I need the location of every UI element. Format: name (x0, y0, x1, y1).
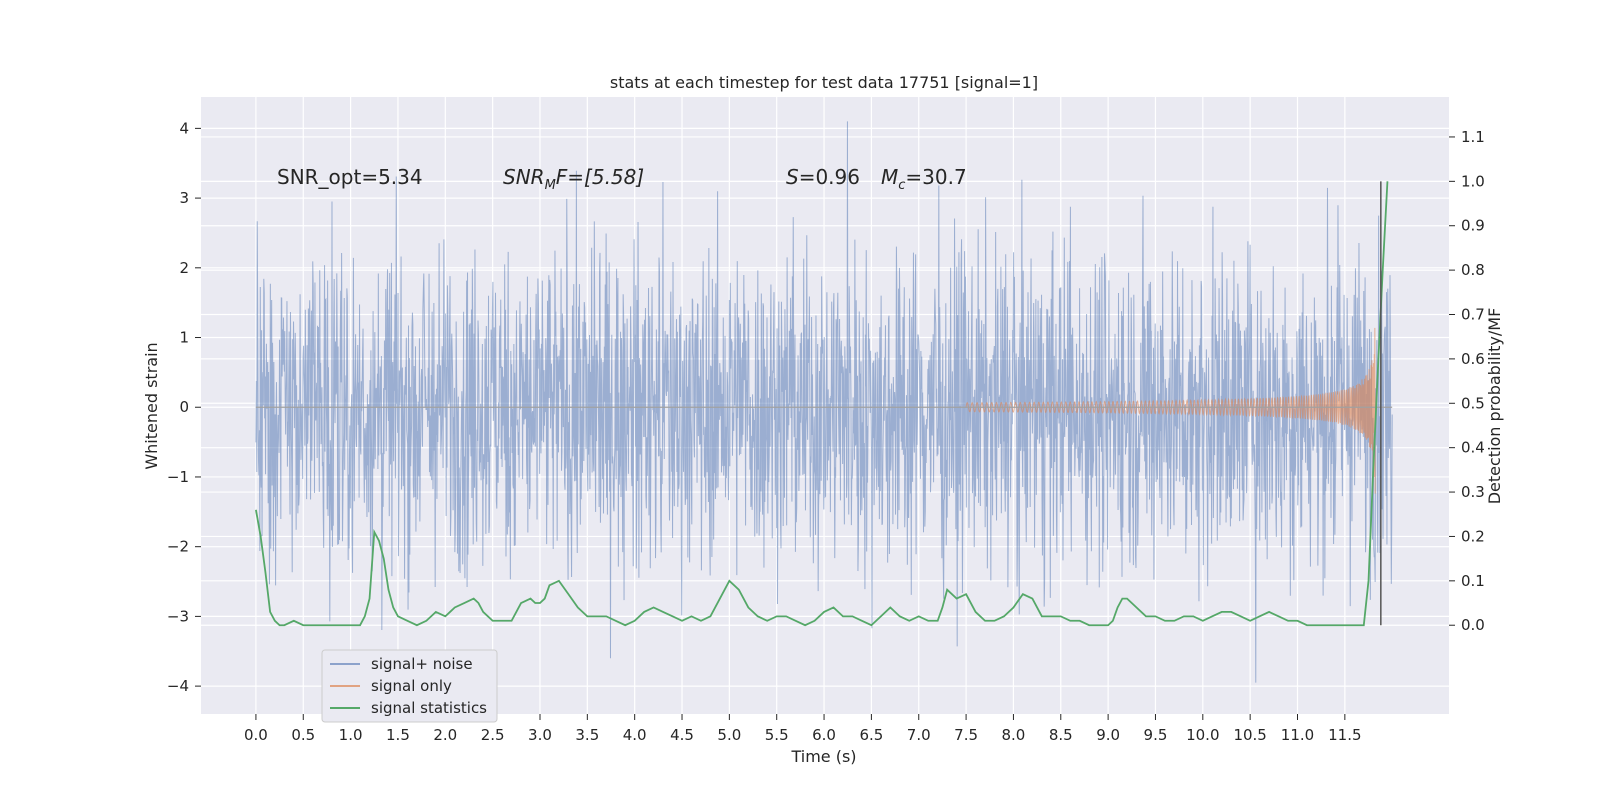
x-tick-label: 2.5 (481, 726, 505, 744)
y-right-tick-label: 0.0 (1461, 616, 1485, 634)
y-axis-label: Whitened strain (142, 342, 161, 469)
y-tick-label: 1 (179, 329, 189, 347)
x-tick-label: 4.0 (623, 726, 647, 744)
y-right-tick-label: 0.5 (1461, 394, 1485, 412)
noise-series-layer (255, 121, 1393, 683)
x-tick-label: 8.0 (1002, 726, 1026, 744)
annotation-s: S=0.96 (786, 165, 860, 189)
snr-mf-f: F=[5.58] (556, 165, 644, 189)
x-tick-label: 10.0 (1186, 726, 1219, 744)
y-right-tick-label: 0.1 (1461, 572, 1485, 590)
x-tick-label: 7.5 (954, 726, 978, 744)
x-tick-label: 8.5 (1049, 726, 1073, 744)
x-tick-label: 11.5 (1328, 726, 1361, 744)
mc-subscript: c (898, 178, 905, 193)
signal-noise-line (255, 121, 1393, 683)
y-right-tick-label: 0.3 (1461, 483, 1485, 501)
x-tick-label: 0.0 (244, 726, 268, 744)
x-tick-label: 0.5 (291, 726, 315, 744)
x-tick-label: 1.0 (339, 726, 363, 744)
y-right-tick-label: 0.9 (1461, 217, 1485, 235)
x-tick-label: 3.0 (528, 726, 552, 744)
legend-label-signal-only: signal only (371, 677, 452, 695)
y-tick-label: 4 (179, 119, 189, 137)
signal-statistics-line (255, 181, 1389, 627)
x-tick-label: 11.0 (1281, 726, 1314, 744)
y-tick-label: −1 (167, 468, 189, 486)
snr-mf-value: F=[5.58] (556, 165, 644, 189)
x-tick-label: 9.5 (1144, 726, 1168, 744)
y-right-axis-label: Detection probability/MF (1485, 308, 1504, 505)
snr-mf-symbol: SNR (503, 165, 545, 189)
x-tick-label: 6.0 (812, 726, 836, 744)
y-right-tick-label: 1.1 (1461, 128, 1485, 146)
x-axis-label: Time (s) (790, 747, 856, 766)
x-tick-label: 3.5 (575, 726, 599, 744)
y-tick-label: −2 (167, 538, 189, 556)
y-tick-label: −3 (167, 607, 189, 625)
y-tick-labels: −4 −3 −2 −1 0 1 2 3 4 (167, 119, 201, 695)
y-tick-label: 3 (179, 189, 189, 207)
s-symbol: S (786, 165, 799, 189)
x-tick-label: 6.5 (859, 726, 883, 744)
chart-title: stats at each timestep for test data 177… (610, 73, 1038, 92)
mc-value: =30.7 (905, 165, 966, 189)
y-right-tick-label: 0.6 (1461, 350, 1485, 368)
y-right-tick-label: 0.4 (1461, 439, 1485, 457)
s-value: =0.96 (799, 165, 860, 189)
x-tick-label: 5.5 (765, 726, 789, 744)
x-tick-label: 7.0 (907, 726, 931, 744)
snr-mf-subscript: M (545, 178, 556, 193)
x-tick-label: 5.0 (717, 726, 741, 744)
signal-only-line (965, 327, 1376, 494)
legend: signal+ noise signal only signal statist… (321, 649, 498, 723)
y-right-tick-label: 0.7 (1461, 306, 1485, 324)
legend-label-signal-statistics: signal statistics (371, 699, 487, 717)
y-right-tick-labels: 0.0 0.1 0.2 0.3 0.4 0.5 0.6 0.7 0.8 0.9 1.0 1.1 (1449, 128, 1485, 634)
legend-box (321, 649, 498, 723)
y-right-tick-label: 0.8 (1461, 261, 1485, 279)
x-tick-labels: 0.0 0.5 1.0 1.5 2.0 2.5 3.0 3.5 4.0 4.5 5.0 5.5 6.0 6… (244, 714, 1362, 744)
y-tick-label: −4 (167, 677, 189, 695)
annotation-snr-opt: SNR_opt=5.34 (277, 165, 423, 189)
annotation-snr-mf: SNRMF=[5.58] (503, 165, 644, 193)
x-tick-label: 9.0 (1096, 726, 1120, 744)
statistics-series-layer (255, 181, 1389, 627)
x-tick-label: 10.5 (1233, 726, 1266, 744)
y-right-tick-label: 1.0 (1461, 172, 1485, 190)
x-tick-label: 1.5 (386, 726, 410, 744)
mc-symbol: M (881, 165, 898, 189)
annotation-mc: Mc=30.7 (881, 165, 967, 193)
signal-only-layer (255, 327, 1393, 494)
y-right-tick-label: 0.2 (1461, 527, 1485, 545)
x-tick-label: 2.0 (433, 726, 457, 744)
y-tick-label: 0 (179, 398, 189, 416)
x-tick-label: 4.5 (670, 726, 694, 744)
legend-label-signal-noise: signal+ noise (371, 655, 473, 673)
y-tick-label: 2 (179, 259, 189, 277)
